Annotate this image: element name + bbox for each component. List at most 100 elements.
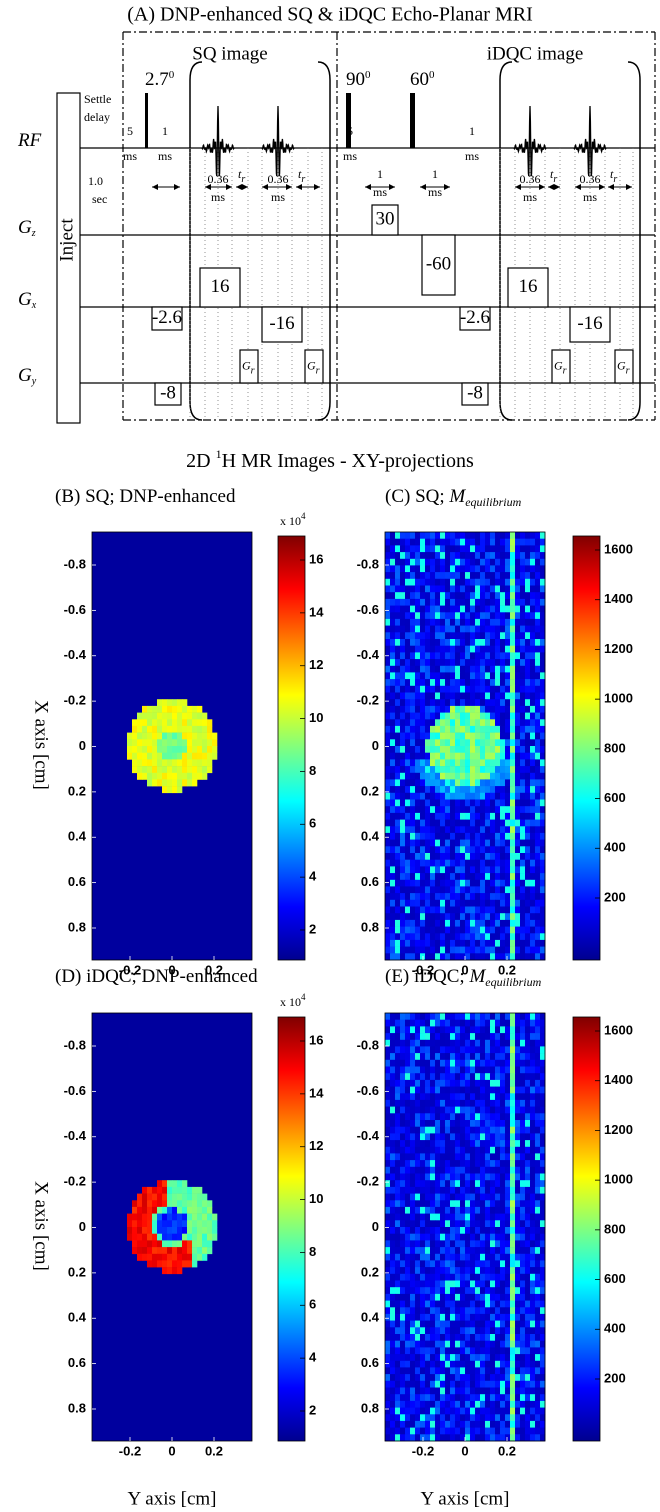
image-pixel xyxy=(485,800,490,807)
image-pixel xyxy=(515,626,520,633)
image-pixel xyxy=(450,907,455,914)
image-pixel xyxy=(445,759,450,766)
image-pixel xyxy=(465,592,470,599)
image-pixel xyxy=(167,1220,172,1227)
image-pixel xyxy=(460,586,465,593)
image-pixel xyxy=(500,1220,505,1227)
image-pixel xyxy=(435,699,440,706)
image-pixel xyxy=(500,880,505,887)
image-pixel xyxy=(435,1147,440,1154)
image-pixel xyxy=(405,1301,410,1308)
image-pixel xyxy=(395,639,400,646)
image-pixel xyxy=(410,1060,415,1067)
image-pixel xyxy=(475,1187,480,1194)
image-pixel xyxy=(465,1314,470,1321)
image-pixel xyxy=(485,719,490,726)
image-pixel xyxy=(505,1053,510,1060)
image-pixel xyxy=(500,1200,505,1207)
image-pixel xyxy=(395,532,400,539)
image-pixel xyxy=(500,900,505,907)
image-pixel xyxy=(480,606,485,613)
image-pixel xyxy=(445,679,450,686)
image-pixel xyxy=(425,1093,430,1100)
image-pixel xyxy=(445,846,450,853)
image-pixel xyxy=(515,766,520,773)
image-pixel xyxy=(535,1033,540,1040)
image-pixel xyxy=(420,1060,425,1067)
image-pixel xyxy=(450,826,455,833)
x-tick-label: -0.2 xyxy=(412,1443,434,1458)
colorbar-tick-label: 16 xyxy=(309,551,323,566)
image-pixel xyxy=(510,1067,515,1074)
image-pixel xyxy=(450,840,455,847)
image-pixel xyxy=(540,565,545,572)
image-pixel xyxy=(470,733,475,740)
image-pixel xyxy=(530,1274,535,1281)
timing-unit: ms xyxy=(343,149,357,163)
image-pixel xyxy=(480,706,485,713)
image-pixel xyxy=(465,907,470,914)
image-pixel xyxy=(475,1307,480,1314)
image-pixel xyxy=(500,1354,505,1361)
image-pixel xyxy=(485,866,490,873)
image-pixel xyxy=(525,666,530,673)
image-pixel xyxy=(400,746,405,753)
image-pixel xyxy=(495,606,500,613)
image-pixel xyxy=(415,1247,420,1254)
image-pixel xyxy=(420,1287,425,1294)
image-pixel xyxy=(480,733,485,740)
image-pixel xyxy=(530,1294,535,1301)
image-pixel xyxy=(450,1240,455,1247)
image-pixel xyxy=(420,1167,425,1174)
image-pixel xyxy=(490,552,495,559)
image-pixel xyxy=(435,773,440,780)
image-pixel xyxy=(405,1113,410,1120)
image-pixel xyxy=(490,1207,495,1214)
image-pixel xyxy=(410,1100,415,1107)
image-pixel xyxy=(440,1408,445,1415)
colorbar-tick-label: 200 xyxy=(604,889,626,904)
image-pixel xyxy=(465,1040,470,1047)
image-pixel xyxy=(540,592,545,599)
image-pixel xyxy=(515,1073,520,1080)
image-pixel xyxy=(525,1388,530,1395)
image-pixel xyxy=(192,746,197,753)
image-pixel xyxy=(520,773,525,780)
image-pixel xyxy=(425,552,430,559)
image-pixel xyxy=(535,933,540,940)
image-pixel xyxy=(197,713,202,720)
image-pixel xyxy=(540,1127,545,1134)
image-pixel xyxy=(177,713,182,720)
image-pixel xyxy=(530,1194,535,1201)
image-pixel xyxy=(430,813,435,820)
image-pixel xyxy=(470,1093,475,1100)
image-pixel xyxy=(540,1367,545,1374)
image-pixel xyxy=(470,1234,475,1241)
image-pixel xyxy=(530,599,535,606)
image-pixel xyxy=(395,1147,400,1154)
image-pixel xyxy=(480,1194,485,1201)
image-pixel xyxy=(450,572,455,579)
image-pixel xyxy=(445,1080,450,1087)
image-pixel xyxy=(475,753,480,760)
image-pixel xyxy=(390,1194,395,1201)
section-label: SQ image xyxy=(192,43,267,64)
image-pixel xyxy=(530,586,535,593)
image-pixel xyxy=(525,846,530,853)
image-pixel xyxy=(455,713,460,720)
image-pixel xyxy=(500,1421,505,1428)
image-pixel xyxy=(485,1160,490,1167)
image-pixel xyxy=(450,739,455,746)
image-pixel xyxy=(510,559,515,566)
image-pixel xyxy=(470,706,475,713)
colorbar-tick-label: 1200 xyxy=(604,641,633,656)
image-pixel xyxy=(525,886,530,893)
image-pixel xyxy=(415,686,420,693)
image-pixel xyxy=(485,833,490,840)
image-pixel xyxy=(440,853,445,860)
image-pixel xyxy=(460,1180,465,1187)
image-pixel xyxy=(495,599,500,606)
image-pixel xyxy=(390,1254,395,1261)
image-pixel xyxy=(410,953,415,960)
image-pixel xyxy=(540,907,545,914)
